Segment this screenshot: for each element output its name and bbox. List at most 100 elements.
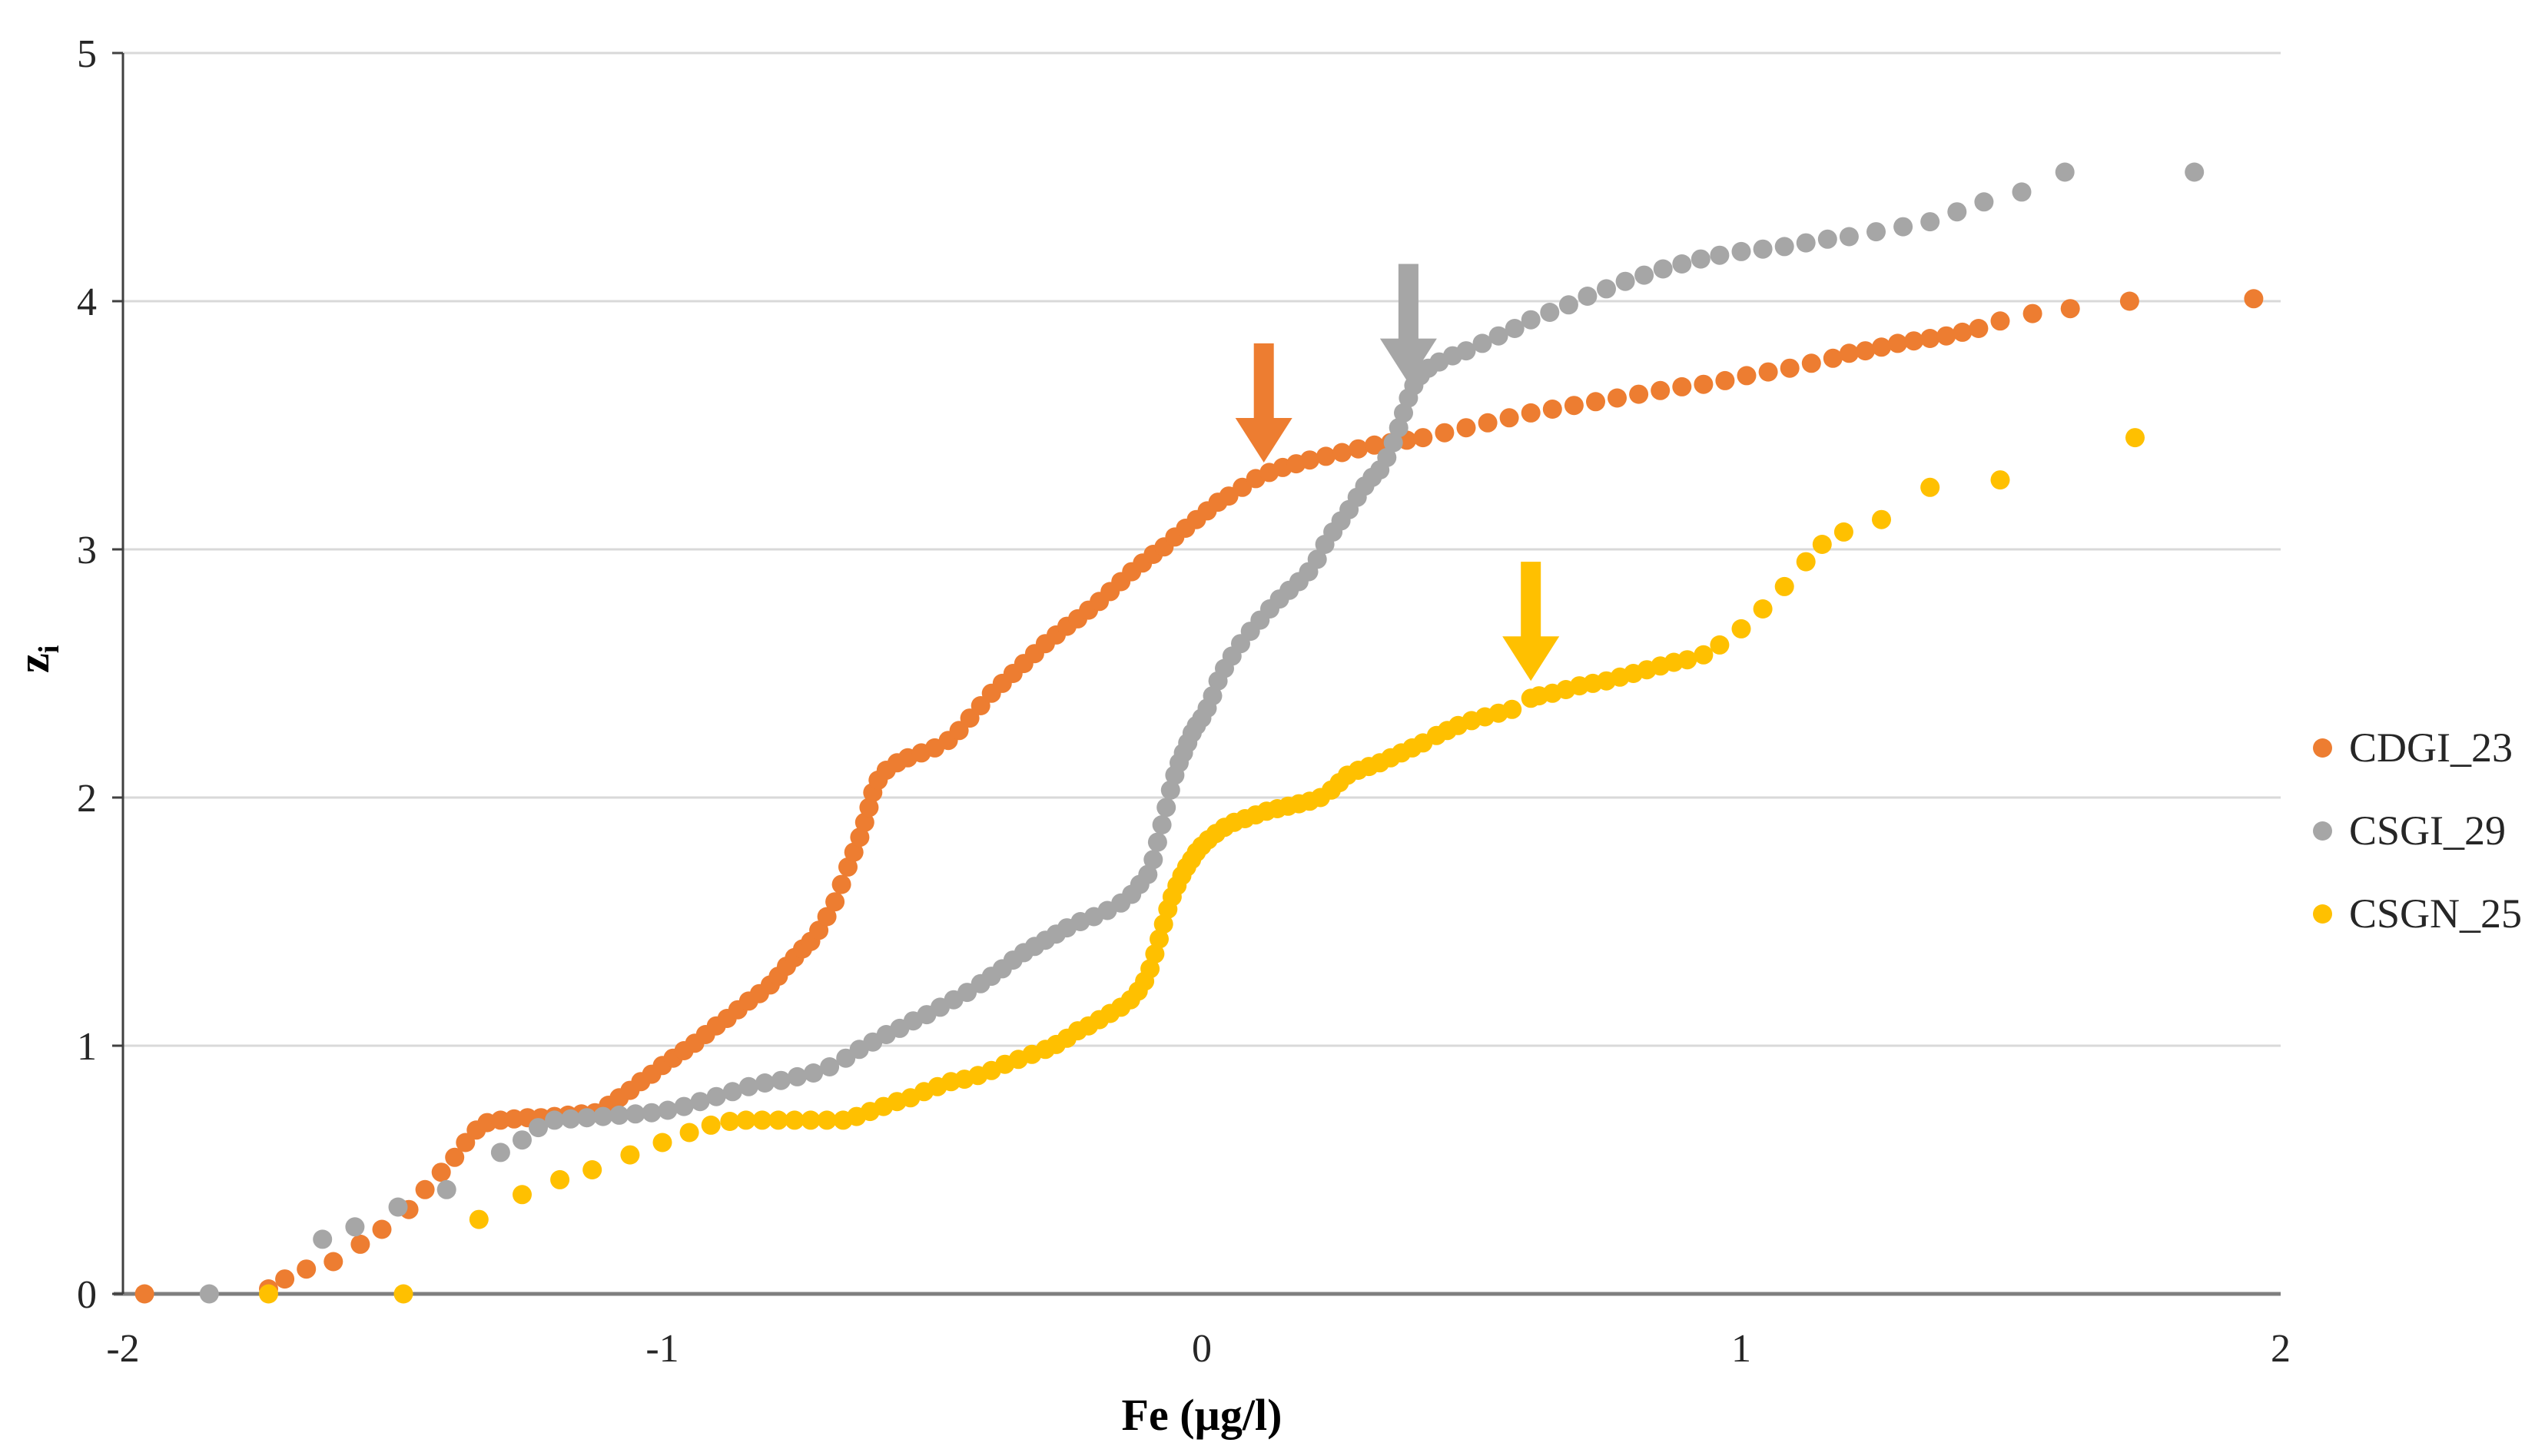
data-point [1499,408,1519,428]
data-point [372,1219,392,1239]
data-point [859,798,879,818]
legend-item-CDGI_23: CDGI_23 [2313,721,2522,774]
data-point [2244,289,2264,309]
data-point [2125,428,2145,448]
x-axis-title: Fe (µg/l) [1121,1390,1282,1440]
data-point [801,1110,821,1130]
data-point [1502,699,1522,719]
data-point [642,1103,662,1123]
data-point [1153,914,1173,934]
data-point [1812,535,1832,554]
data-point [2012,182,2032,202]
data-point [1456,341,1476,361]
data-point [1866,222,1886,242]
data-point [1672,376,1692,396]
data-point [1737,366,1757,386]
data-point [513,1130,532,1150]
data-point [2185,162,2205,182]
data-point [1710,245,1730,265]
data-point [701,1115,721,1135]
data-point [1936,326,1956,346]
arrow-down-icon-CSGN_25 [1502,562,1560,682]
legend-label: CSGN_25 [2349,891,2523,937]
data-point [134,1284,154,1304]
data-point [1542,400,1562,419]
data-point [625,1104,645,1124]
data-point [1796,233,1816,253]
data-point [577,1108,597,1128]
data-point [1521,403,1541,423]
data-point [706,1086,726,1106]
arrow-down-icon-CSGI_29 [1379,264,1437,383]
data-point [350,1234,370,1254]
data-point [1920,329,1940,348]
data-point [1823,348,1843,368]
data-point [1488,326,1508,346]
data-point [275,1269,295,1289]
data-point [1758,362,1778,382]
data-point [771,1070,791,1090]
data-point [838,857,858,877]
data-point [736,1110,756,1130]
gridlines [123,51,2281,1047]
data-point [415,1179,435,1199]
data-point [1774,576,1794,596]
data-point [1920,212,1940,232]
data-point [1615,271,1635,291]
data-point [1140,959,1160,979]
data-point [582,1160,602,1179]
data-point [1456,418,1476,438]
data-point [949,721,969,741]
data-point [1160,780,1180,800]
data-point [1332,443,1352,463]
data-point [1904,331,1924,351]
data-point [1478,413,1498,433]
data-point [1413,428,1433,448]
tick-labels: 0 1 2 3 4 5 -2 -1 0 1 2 [77,32,2291,1371]
data-point [1349,439,1369,459]
data-point [1833,522,1853,542]
data-point [1152,815,1172,834]
data-point [1672,254,1692,274]
series-CDGI_23 [134,289,2264,1304]
data-point [690,1092,710,1112]
legend-marker-icon [2313,904,2332,924]
data-point [259,1284,278,1304]
x-tick-label: 0 [1192,1327,1212,1371]
data-point [388,1197,408,1217]
data-point [1780,358,1800,378]
data-point [1856,341,1875,361]
data-point [436,1179,456,1199]
data-point [679,1123,699,1143]
legend-marker-icon [2313,821,2332,841]
arrow-down-icon-CDGI_23 [1235,343,1292,463]
y-tick-label: 4 [77,280,97,324]
data-point [529,1118,548,1138]
data-point [1505,319,1525,338]
data-point [1150,929,1169,949]
data-point [620,1145,640,1165]
data-points [134,162,2264,1304]
y-tick-label: 2 [77,777,97,821]
data-point [1715,370,1735,390]
data-point [1872,509,1891,529]
data-point [720,1112,740,1131]
data-point [1365,435,1385,455]
data-point [199,1284,219,1304]
data-point [345,1217,365,1237]
data-point [393,1284,413,1304]
data-point [1383,433,1403,453]
data-point [609,1105,629,1125]
data-point [804,1063,824,1083]
x-tick-label: 2 [2271,1327,2291,1371]
data-point [1299,450,1319,470]
data-point [1145,944,1165,963]
data-point [788,1066,807,1086]
series-CSGN_25 [259,428,2145,1304]
data-point [1147,832,1167,852]
data-point [1138,864,1158,884]
data-point [1969,319,1989,338]
data-point [1203,686,1223,706]
data-point [1801,353,1821,373]
